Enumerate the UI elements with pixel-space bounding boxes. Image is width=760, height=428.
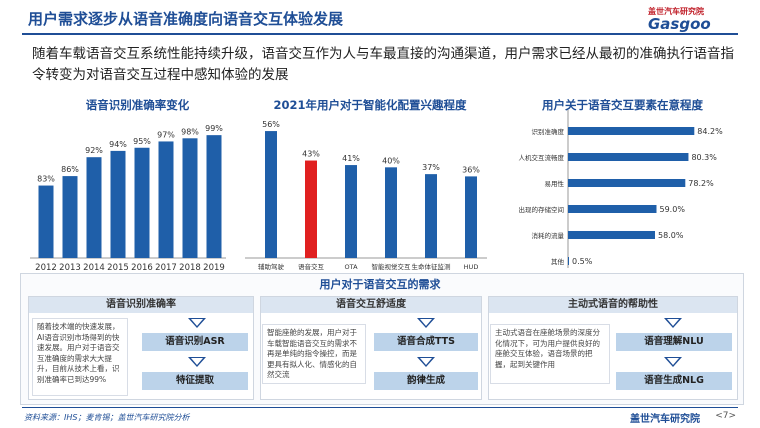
tick-label: HUD [464,263,479,271]
data-label: 58.0% [658,231,684,240]
down-arrow-icon [417,318,435,328]
tick-label: 语音交互 [298,262,325,271]
tech-tag: 语音识别ASR [142,333,248,351]
bar [465,176,477,258]
tick-label: 2018 [179,263,201,273]
bar [206,135,222,258]
down-arrow-icon [188,318,206,328]
data-label: 84.2% [697,127,723,136]
chart1-title: 语音识别准确率变化 [85,98,190,112]
tick-label: 识别准确度 [532,127,565,136]
data-label: 40% [382,156,400,165]
need-column-head: 主动式语音的帮助性 [489,297,737,313]
need-description: 随着技术端的快速发展，AI语音识别市场得到的快速发展。用户对于语音交互准确度的需… [32,318,128,396]
bar [568,179,686,187]
tick-label: 2016 [131,263,153,273]
data-label: 41% [342,154,360,163]
bar [568,153,689,161]
bar [134,147,150,258]
bar [158,141,174,258]
tech-tag: 语音理解NLU [616,333,732,351]
need-description: 主动式语音在座舱场景的深度分化情况下，可为用户提供良好的座舱交互体验，语音场景的… [490,324,610,384]
tick-label: 生命体征监测 [412,262,452,271]
tick-label: 易用性 [545,179,565,188]
down-arrow-icon [417,357,435,367]
need-column-head: 语音识别准确率 [29,297,253,313]
data-label: 37% [422,163,440,172]
footer-company: 盖世汽车研究院 [630,414,700,425]
tech-tag: 韵律生成 [374,372,478,390]
intro-text: 随着车载语音交互系统性能持续升级，语音交互作为人与车最直接的沟通渠道，用户需求已… [32,46,734,83]
bar [568,231,655,239]
header-divider [22,33,738,35]
tech-tag: 语音生成NLG [616,372,732,390]
data-label: 83% [37,175,55,184]
logo-brand: 盖世汽车研究院 [648,7,704,16]
tick-label: 出现的存储空间 [519,205,565,214]
bar [110,150,126,258]
factor-chart: 84.2% 识别准确度 80.3% 人机交互流畅度 78.2% 易用性 59.0% 出现的存储… [519,110,723,268]
down-arrow-icon [664,357,682,367]
bar [568,127,695,135]
tick-label: 辅助驾驶 [258,262,285,271]
data-label: 80.3% [691,153,717,162]
bar [62,176,78,258]
data-label: 78.2% [688,179,714,188]
needs-title: 用户对于语音交互的需求 [319,278,441,291]
page-title: 用户需求逐步从语音准确度向语音交互体验发展 [28,10,344,28]
data-label: 99% [205,124,223,133]
chart2-title: 2021年用户对于智能化配置兴趣程度 [273,98,467,112]
bar [86,157,102,258]
need-description: 智能座舱的发展，用户对于车载智能语音交互的需求不再是单纯的指令操控，而是更具有拟… [262,324,366,384]
tick-label: 2012 [35,263,57,273]
bar [182,138,198,258]
logo: 盖世汽车研究院 Gasgoo [648,6,742,33]
tick-label: 消耗的流量 [532,231,565,240]
data-label: 56% [262,120,280,129]
bar [568,205,657,213]
data-label: 95% [133,137,151,146]
bar [305,160,317,258]
bar [265,131,277,258]
tick-label: 2014 [83,263,105,273]
tick-label: 人机交互流畅度 [519,153,565,162]
tick-label: 2013 [59,263,81,273]
accuracy-chart: 83% 2012 86% 2013 92% 2014 94% 2015 95% 2016 97% 20… [30,124,226,273]
footer-divider [22,407,738,408]
need-column-head: 语音交互舒适度 [261,297,481,313]
data-label: 92% [85,146,103,155]
data-label: 98% [181,127,199,136]
bar [568,257,569,265]
data-label: 59.0% [660,205,686,214]
tech-tag: 特征提取 [142,372,248,390]
tick-label: 智能视觉交互 [372,262,412,271]
bar [385,167,397,258]
tick-label: OTA [344,263,358,271]
data-label: 43% [302,150,320,159]
bar [425,174,437,258]
data-label: 0.5% [572,257,593,266]
page-number: <7> [715,411,736,421]
data-label: 97% [157,130,175,139]
logo-mark: Gasgoo [648,15,711,33]
tick-label: 2019 [203,263,225,273]
data-label: 36% [462,165,480,174]
down-arrow-icon [664,318,682,328]
data-label: 94% [109,140,127,149]
interest-chart: 56% 辅助驾驶 43% 语音交互 41% OTA 40% 智能视觉交互 37% 生命体征监测 36… [245,120,487,271]
tech-tag: 语音合成TTS [374,333,478,351]
bar [38,185,54,258]
tick-label: 其他 [551,257,565,266]
source-note: 资料来源：IHS；麦肯锡；盖世汽车研究院分析 [24,413,190,422]
header: 用户需求逐步从语音准确度向语音交互体验发展 盖世汽车研究院 Gasgoo [0,0,760,35]
tick-label: 2015 [107,263,129,273]
down-arrow-icon [188,357,206,367]
bar [345,165,357,258]
tick-label: 2017 [155,263,177,273]
chart3-title: 用户关于语音交互要素在意程度 [542,98,703,112]
data-label: 86% [61,165,79,174]
